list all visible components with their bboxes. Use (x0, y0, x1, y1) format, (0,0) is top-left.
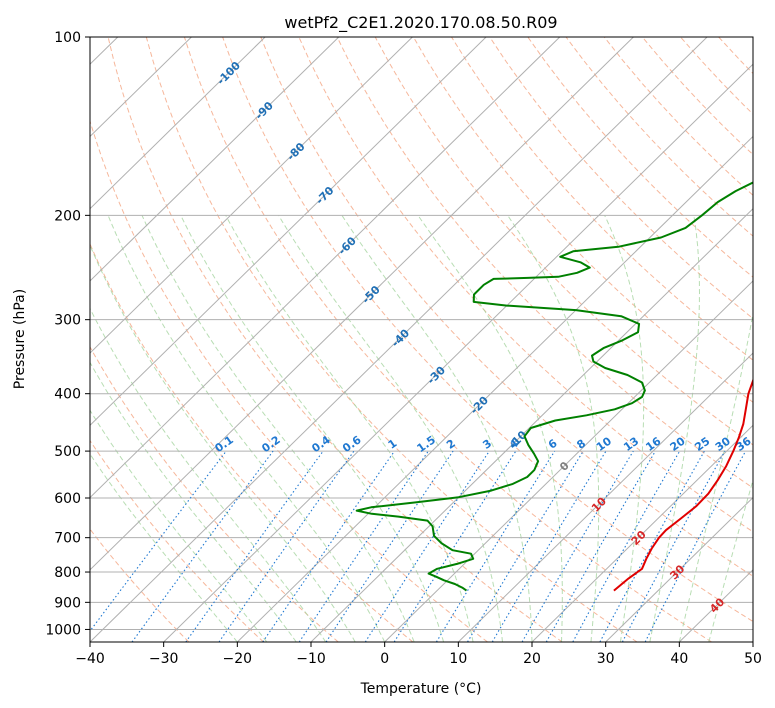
moist-adiabat (605, 215, 644, 642)
dry-adiabat (0, 37, 264, 642)
isotherm-line (16, 37, 633, 642)
dry-adiabat (604, 37, 775, 642)
y-tick-label: 100 (54, 30, 81, 46)
plot-area: 0.1 0.2 0.4 0.6 1 1.5 2 3 4 6 8 10 13 16 20 25 30 36-100-… (0, 37, 775, 642)
y-tick-label: 800 (54, 565, 81, 581)
x-tick-label: 10 (449, 651, 467, 667)
isopleth-labels: 0.1 0.2 0.4 0.6 1 1.5 2 3 4 6 8 10 13 16 20 25 30 36-100-… (213, 59, 754, 616)
dry-adiabat (70, 37, 488, 642)
mixing-ratio-line (219, 451, 354, 642)
isotherm-line (0, 37, 486, 642)
isotherm-line (0, 37, 339, 642)
x-tick-label: −10 (296, 651, 326, 667)
x-tick-label: 0 (380, 651, 389, 667)
moist-adiabats (0, 215, 775, 642)
mixing-ratio-line (186, 451, 323, 642)
dry-adiabat (299, 37, 775, 642)
y-axis: 100 200 300 400 500 600 700 800 900 1000 (45, 30, 90, 638)
dry-adiabat (490, 37, 775, 642)
y-tick-label: 500 (54, 444, 81, 460)
mixing-ratio-line (365, 451, 489, 642)
mixing-ratio-label: 1.5 (415, 433, 438, 455)
dewpoint-profile (357, 37, 775, 591)
isotherm-line (606, 37, 775, 642)
x-tick-label: −30 (149, 651, 179, 667)
isotherm-line (237, 37, 775, 642)
mixing-ratio-line (645, 451, 745, 642)
mixing-ratio-line (468, 451, 584, 642)
isotherm-line (0, 37, 191, 642)
y-tick-label: 600 (54, 491, 81, 507)
moist-adiabat (78, 215, 355, 642)
x-tick-label: −20 (223, 651, 253, 667)
x-tick-label: 20 (523, 651, 541, 667)
isotherm-line (311, 37, 775, 642)
isotherm-line (753, 37, 775, 642)
mixing-ratio-label: 0.4 (309, 433, 333, 455)
isotherm-line (0, 37, 560, 642)
sounding-profiles (357, 37, 775, 591)
x-tick-label: 30 (597, 651, 615, 667)
dry-adiabat (223, 37, 775, 642)
plot-frame (90, 37, 753, 642)
mixing-ratio-label: 0.6 (340, 433, 364, 455)
dry-adiabat (452, 37, 775, 642)
dry-adiabat (681, 37, 775, 642)
x-axis-title: Temperature (°C) (360, 681, 482, 697)
y-tick-label: 900 (54, 595, 81, 611)
y-tick-label: 700 (54, 531, 81, 547)
dry-adiabats (0, 37, 775, 642)
mixing-ratio-label: 2 (444, 437, 458, 452)
y-axis-title: Pressure (hPa) (12, 289, 28, 389)
isotherm-line (0, 37, 412, 642)
y-tick-label: 400 (54, 387, 81, 403)
y-tick-label: 200 (54, 208, 81, 224)
isotherm-line (532, 37, 775, 642)
dry-adiabat (528, 37, 775, 642)
dry-adiabat (0, 37, 338, 642)
x-tick-label: 50 (744, 651, 762, 667)
y-tick-label: 300 (54, 313, 81, 329)
moist-adiabat (142, 215, 414, 642)
temperature-profile (614, 37, 775, 591)
isotherm-line (458, 37, 775, 642)
dry-adiabat (32, 37, 413, 642)
moist-adiabat (226, 215, 473, 642)
moist-adiabat (2, 215, 267, 642)
pressure-gridlines (90, 37, 753, 629)
moist-adiabat (0, 215, 237, 642)
mixing-ratio-line (492, 451, 606, 642)
x-axis: −40 −30 −20 −10 0 10 20 30 40 50 (75, 642, 762, 667)
dry-adiabat (0, 37, 189, 642)
mixing-ratio-line (326, 451, 453, 642)
y-tick-label: 1000 (45, 622, 81, 638)
mixing-ratio-line (394, 451, 516, 642)
mixing-ratio-label: 0.1 (213, 433, 236, 455)
x-tick-label: 40 (670, 651, 688, 667)
dry-adiabat (642, 37, 775, 642)
chart-title: wetPf2_C2E1.2020.170.08.50.R09 (284, 13, 557, 33)
mixing-ratio-label: 6 (546, 437, 560, 452)
moist-adiabat (508, 215, 599, 642)
dry-adiabat (757, 37, 775, 642)
mixing-ratio-line (132, 451, 273, 642)
mixing-ratio-line (522, 451, 633, 642)
moist-adiabat (679, 215, 767, 642)
x-tick-label: −40 (75, 651, 105, 667)
